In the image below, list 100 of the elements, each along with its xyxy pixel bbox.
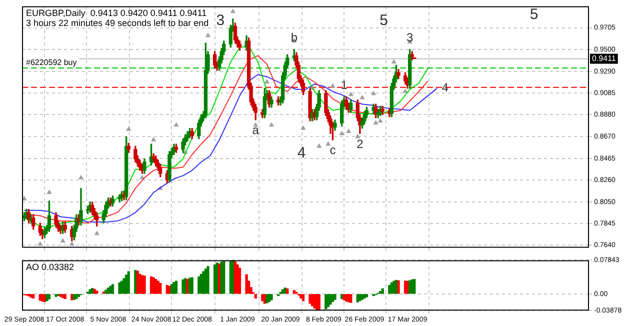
bar xyxy=(270,294,273,300)
bar xyxy=(109,286,112,294)
bar xyxy=(127,271,130,294)
point xyxy=(339,130,344,136)
bar xyxy=(342,294,346,300)
bar xyxy=(64,294,66,299)
point xyxy=(402,88,408,93)
bar xyxy=(238,268,242,294)
point xyxy=(60,238,66,242)
point xyxy=(346,128,352,133)
bar xyxy=(48,294,51,300)
point xyxy=(391,58,397,64)
point xyxy=(264,78,270,84)
bar xyxy=(358,294,362,302)
annotation: 5 xyxy=(380,12,388,29)
bar xyxy=(143,276,146,294)
point xyxy=(330,83,336,88)
bar xyxy=(111,284,114,294)
bar xyxy=(308,294,312,304)
bar xyxy=(329,294,332,305)
annotation: 4 xyxy=(442,80,449,95)
annotation: 4 xyxy=(297,144,306,162)
bar xyxy=(88,289,92,294)
point xyxy=(78,174,84,180)
bar xyxy=(344,294,348,302)
chart-title: AO 0.03382 xyxy=(26,262,74,272)
bar xyxy=(300,294,302,299)
bar xyxy=(168,286,171,294)
bar xyxy=(261,294,264,302)
bar xyxy=(292,290,296,294)
annotation: c xyxy=(330,143,336,158)
bar xyxy=(206,266,210,294)
annotation: 2 xyxy=(356,136,364,151)
point xyxy=(378,118,383,122)
bar xyxy=(281,289,284,294)
annotation: 3 xyxy=(406,30,414,45)
point xyxy=(205,32,211,38)
bar xyxy=(379,291,382,294)
chart-title: EURGBP,Daily 0.9413 0.9420 0.9411 0.9411 xyxy=(26,8,207,18)
bar xyxy=(218,263,221,294)
bar xyxy=(334,294,336,300)
bar xyxy=(397,280,400,294)
bar xyxy=(77,294,80,297)
point xyxy=(126,126,132,131)
point xyxy=(370,90,376,96)
bar xyxy=(61,294,64,298)
bar xyxy=(381,288,384,294)
bar xyxy=(59,294,62,297)
bar xyxy=(159,282,162,294)
annotation: 5 xyxy=(530,6,538,23)
point xyxy=(150,136,156,142)
bar xyxy=(182,279,184,294)
bar xyxy=(198,276,200,294)
bar xyxy=(32,294,35,299)
bar xyxy=(118,282,121,294)
point xyxy=(373,120,378,125)
bar xyxy=(232,260,234,294)
bar xyxy=(302,294,305,302)
bar xyxy=(392,280,396,294)
point xyxy=(230,8,236,13)
bar xyxy=(406,280,409,294)
point xyxy=(326,141,331,146)
bar xyxy=(216,262,218,294)
point xyxy=(253,122,258,127)
bar xyxy=(413,278,416,294)
point xyxy=(360,94,365,100)
annotation: a xyxy=(252,123,260,138)
bar xyxy=(350,294,352,303)
point xyxy=(348,92,354,96)
bar xyxy=(186,278,189,294)
bar xyxy=(245,274,248,294)
point xyxy=(38,241,43,246)
bar xyxy=(266,294,268,304)
bar xyxy=(93,288,96,294)
bar xyxy=(54,294,58,297)
bar xyxy=(30,294,32,298)
bar xyxy=(363,294,366,299)
bar xyxy=(125,274,128,294)
annotation: b xyxy=(290,30,298,45)
annotation: 3 xyxy=(216,12,225,29)
bar xyxy=(96,290,98,294)
bar xyxy=(365,294,368,298)
bar xyxy=(222,260,226,294)
point xyxy=(300,125,306,130)
bar xyxy=(388,284,391,294)
bar xyxy=(174,280,178,294)
bar xyxy=(75,294,78,299)
bar xyxy=(172,282,176,294)
bar xyxy=(154,278,158,294)
bar xyxy=(104,290,108,294)
ref-line-label: #6220592 buy xyxy=(26,58,77,68)
bar xyxy=(254,294,257,299)
annotation: 1 xyxy=(340,78,348,92)
point xyxy=(46,190,52,194)
point xyxy=(94,230,100,236)
point xyxy=(69,241,74,246)
annotation: 0.9411 xyxy=(592,54,616,63)
point xyxy=(268,122,274,127)
bar xyxy=(190,277,194,294)
text: 3 hours 22 minutes 49 seconds left to bar end xyxy=(26,18,209,28)
